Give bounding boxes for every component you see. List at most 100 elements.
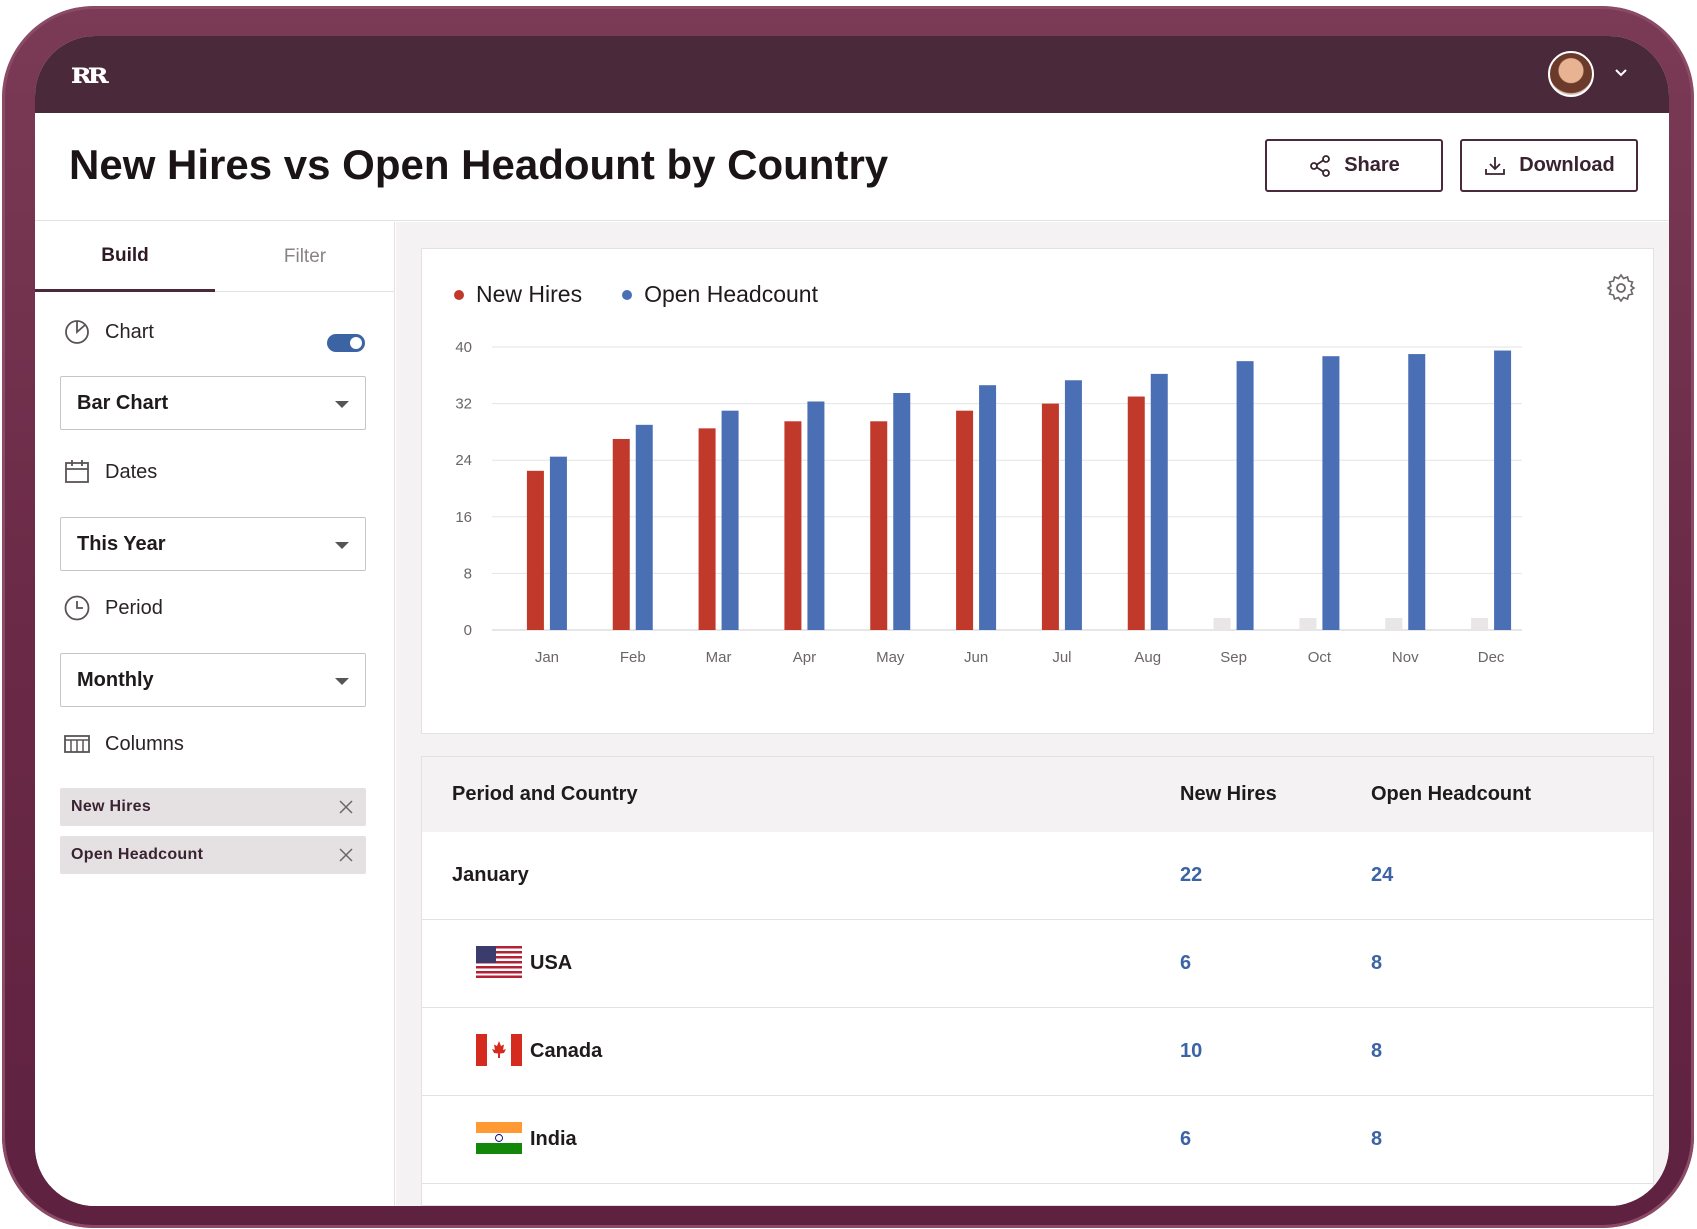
gear-icon[interactable] — [1605, 272, 1637, 304]
bar-new-hires — [612, 438, 630, 630]
period-select[interactable]: Monthly — [60, 653, 366, 707]
close-icon[interactable] — [338, 847, 354, 863]
bar-new-hires — [1127, 396, 1145, 630]
x-tick-label: Aug — [1134, 649, 1161, 666]
close-icon[interactable] — [338, 799, 354, 815]
legend-label: New Hires — [476, 281, 583, 307]
chart-toggle[interactable] — [327, 334, 365, 352]
open-headcount-value: 8 — [1371, 1128, 1383, 1150]
page-header: New Hires vs Open Headount by Country Sh… — [35, 113, 1669, 221]
row-label: Canada — [530, 1040, 603, 1062]
legend-item-new-hires[interactable]: New Hires — [454, 281, 582, 308]
bar-new-hires — [784, 421, 802, 630]
dates-value: This Year — [77, 532, 166, 555]
app-screen: ʀʀ New Hires vs Open Headount by Country… — [35, 36, 1669, 1206]
download-button[interactable]: Download — [1460, 139, 1638, 192]
bar-open-headcount — [1408, 354, 1426, 630]
chart-legend: New Hires Open Headcount — [454, 281, 818, 308]
main-content: New Hires Open Headcount 0 8 16 24 32 40 Jan Fe… — [396, 222, 1669, 1206]
bar-new-hires — [956, 410, 974, 630]
usa-flag-icon — [476, 946, 522, 978]
canada-flag-icon — [476, 1034, 522, 1066]
bar-new-hires — [526, 470, 544, 630]
bar-open-headcount — [1064, 380, 1082, 630]
table-row-usa[interactable]: USA 6 8 — [422, 920, 1653, 1008]
bar-open-headcount — [1322, 356, 1340, 630]
column-header-open-headcount[interactable]: Open Headcount — [1371, 783, 1532, 805]
x-tick-label: Mar — [706, 649, 732, 666]
bar-placeholder — [1299, 618, 1317, 630]
x-tick-label: Apr — [793, 649, 816, 666]
chart-type-select[interactable]: Bar Chart — [60, 376, 366, 430]
bar-open-headcount — [1150, 373, 1168, 630]
open-headcount-value: 24 — [1371, 864, 1394, 886]
tab-filter[interactable]: Filter — [283, 246, 327, 267]
calendar-icon — [65, 460, 89, 483]
download-label: Download — [1519, 154, 1615, 176]
build-sidebar: Build Filter Chart Bar Chart Dates This … — [35, 222, 395, 1206]
top-bar: ʀʀ — [35, 36, 1669, 113]
table-header: Period and Country New Hires Open Headco… — [422, 757, 1653, 832]
table-row-india[interactable]: India 6 8 — [422, 1096, 1653, 1184]
download-icon — [1485, 156, 1506, 175]
row-label: India — [530, 1128, 577, 1150]
share-icon — [1310, 154, 1331, 177]
columns-section-label: Columns — [63, 730, 184, 758]
data-table: Period and Country New Hires Open Headco… — [421, 756, 1654, 1206]
bar-placeholder — [1471, 618, 1489, 630]
dates-label: Dates — [105, 460, 158, 483]
brand-logo[interactable]: ʀʀ — [71, 56, 109, 91]
chart-label: Chart — [105, 320, 154, 343]
legend-item-open-headcount[interactable]: Open Headcount — [622, 281, 818, 308]
chevron-down-icon[interactable] — [1613, 64, 1629, 80]
new-hires-value: 6 — [1180, 952, 1192, 974]
dates-section-label: Dates — [63, 458, 157, 486]
bar-new-hires — [1041, 403, 1059, 630]
caret-down-icon — [335, 542, 349, 549]
column-header-new-hires[interactable]: New Hires — [1180, 783, 1277, 805]
row-label: January — [452, 864, 529, 886]
bar-open-headcount — [549, 456, 567, 630]
chart-section-label: Chart — [63, 318, 154, 346]
new-hires-value: 22 — [1180, 864, 1203, 886]
tab-build[interactable]: Build — [35, 222, 215, 292]
y-tick-label: 16 — [455, 509, 472, 526]
avatar[interactable] — [1548, 51, 1594, 97]
x-tick-label: Dec — [1478, 649, 1505, 666]
table-row-january[interactable]: January 22 24 — [422, 832, 1653, 920]
bar-open-headcount — [979, 385, 997, 630]
y-tick-label: 0 — [464, 622, 472, 639]
table-row-canada[interactable]: Canada 10 8 — [422, 1008, 1653, 1096]
share-button[interactable]: Share — [1265, 139, 1443, 192]
columns-label: Columns — [105, 732, 184, 755]
x-tick-label: Jan — [535, 649, 559, 666]
new-hires-value: 6 — [1180, 1128, 1192, 1150]
bar-open-headcount — [1236, 361, 1254, 630]
x-tick-label: Sep — [1220, 649, 1247, 666]
sidebar-tabs: Build Filter — [35, 222, 395, 292]
chip-label: New Hires — [71, 798, 152, 815]
y-tick-label: 24 — [455, 452, 472, 469]
y-tick-label: 32 — [455, 396, 472, 413]
dates-select[interactable]: This Year — [60, 517, 366, 571]
tablet-frame: ʀʀ New Hires vs Open Headount by Country… — [2, 6, 1694, 1228]
column-header-period-country[interactable]: Period and Country — [452, 783, 638, 805]
bar-chart: 0 8 16 24 32 40 Jan Feb Mar Apr May Jun Jul Aug Sep Oct… — [455, 339, 1522, 666]
clock-icon — [64, 595, 90, 621]
y-tick-label: 8 — [464, 565, 472, 582]
x-tick-label: Nov — [1392, 649, 1419, 666]
y-tick-label: 40 — [455, 339, 472, 356]
x-tick-label: Feb — [620, 649, 646, 666]
open-headcount-value: 8 — [1371, 952, 1383, 974]
chip-label: Open Headcount — [71, 846, 204, 863]
pie-chart-icon — [65, 320, 89, 344]
period-label: Period — [105, 596, 163, 619]
x-tick-label: Jun — [964, 649, 988, 666]
period-section-label: Period — [63, 594, 163, 622]
table-columns-icon — [64, 735, 90, 753]
legend-swatch-open-headcount — [622, 289, 633, 300]
period-value: Monthly — [77, 668, 154, 691]
bar-open-headcount — [721, 410, 739, 630]
india-flag-icon — [476, 1122, 522, 1154]
bar-open-headcount — [635, 424, 653, 630]
